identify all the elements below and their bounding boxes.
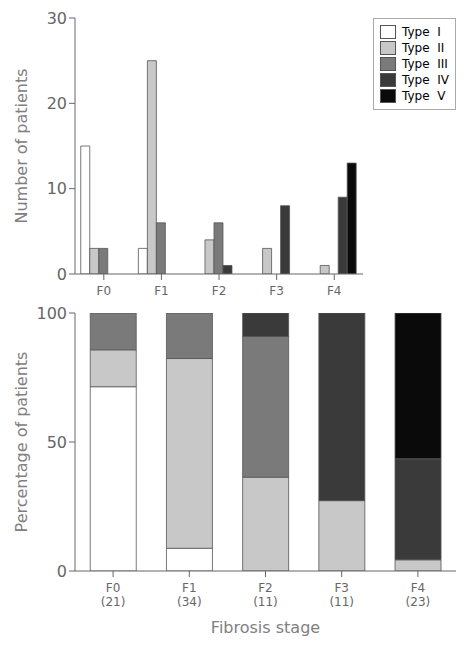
- svg-text:F2: F2: [212, 284, 227, 298]
- svg-text:30: 30: [47, 9, 67, 28]
- svg-text:Percentage of patients: Percentage of patients: [12, 352, 31, 533]
- svg-text:F4(23): F4(23): [406, 581, 431, 609]
- svg-text:F3: F3: [269, 284, 284, 298]
- svg-text:F3(11): F3(11): [329, 581, 354, 609]
- svg-text:F4: F4: [327, 284, 342, 298]
- svg-text:0: 0: [57, 562, 67, 581]
- svg-text:Fibrosis stage: Fibrosis stage: [211, 618, 320, 637]
- svg-text:100: 100: [36, 304, 67, 323]
- svg-text:20: 20: [47, 94, 67, 113]
- svg-text:F1: F1: [154, 284, 169, 298]
- svg-text:F1(34): F1(34): [177, 581, 202, 609]
- html-text:Type IV: Type IV: [402, 73, 449, 87]
- html-text:Type I: Type I: [402, 25, 441, 39]
- html-text:Type V: Type V: [402, 89, 446, 103]
- svg-text:F2(11): F2(11): [253, 581, 278, 609]
- html-text:Type III: Type III: [402, 57, 448, 71]
- svg-text:10: 10: [47, 179, 67, 198]
- svg-text:F0(21): F0(21): [101, 581, 126, 609]
- svg-text:0: 0: [57, 265, 67, 284]
- svg-text:50: 50: [47, 433, 67, 452]
- html-text:Type II: Type II: [402, 41, 445, 55]
- svg-text:Number of patients: Number of patients: [12, 68, 31, 223]
- svg-text:F0: F0: [97, 284, 112, 298]
